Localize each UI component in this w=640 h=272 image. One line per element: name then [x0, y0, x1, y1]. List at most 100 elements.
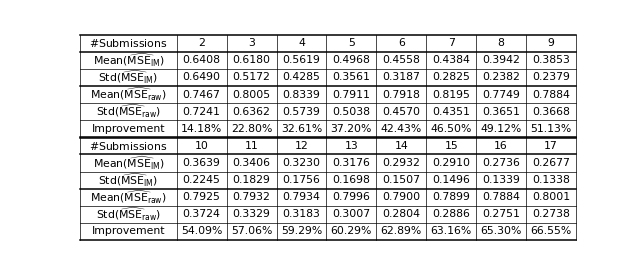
Text: 0.7911: 0.7911 — [332, 89, 371, 100]
Text: 0.1507: 0.1507 — [382, 175, 420, 185]
Text: 0.3651: 0.3651 — [482, 107, 520, 117]
Text: 0.4570: 0.4570 — [382, 107, 420, 117]
Text: 7: 7 — [448, 38, 454, 48]
Text: 0.4285: 0.4285 — [282, 73, 321, 82]
Text: 0.2382: 0.2382 — [482, 73, 520, 82]
Text: 0.3183: 0.3183 — [282, 209, 321, 219]
Text: 14: 14 — [394, 141, 408, 151]
Text: 0.3724: 0.3724 — [183, 209, 221, 219]
Text: 6: 6 — [398, 38, 404, 48]
Text: 0.3230: 0.3230 — [282, 158, 321, 168]
Text: 0.7467: 0.7467 — [183, 89, 221, 100]
Text: 0.3187: 0.3187 — [382, 73, 420, 82]
Text: 22.80%: 22.80% — [231, 124, 272, 134]
Text: 13: 13 — [344, 141, 358, 151]
Text: 54.09%: 54.09% — [181, 226, 222, 236]
Text: 0.3561: 0.3561 — [332, 73, 371, 82]
Text: $\#$Submissions: $\#$Submissions — [89, 140, 168, 152]
Text: 0.7241: 0.7241 — [183, 107, 221, 117]
Text: 0.7884: 0.7884 — [532, 89, 570, 100]
Text: 0.3942: 0.3942 — [482, 55, 520, 65]
Text: 0.3853: 0.3853 — [532, 55, 570, 65]
Text: 0.7996: 0.7996 — [332, 192, 371, 202]
Text: Std($\widehat{\mathrm{MSE}}_{\mathrm{IM}}$): Std($\widehat{\mathrm{MSE}}_{\mathrm{IM}… — [99, 69, 158, 86]
Text: 0.2738: 0.2738 — [532, 209, 570, 219]
Text: 0.2677: 0.2677 — [532, 158, 570, 168]
Text: 0.1756: 0.1756 — [282, 175, 321, 185]
Text: 0.1829: 0.1829 — [232, 175, 271, 185]
Text: Improvement: Improvement — [92, 124, 165, 134]
Text: 0.3007: 0.3007 — [332, 209, 371, 219]
Text: 0.2932: 0.2932 — [382, 158, 420, 168]
Text: 0.3406: 0.3406 — [232, 158, 271, 168]
Text: 0.1698: 0.1698 — [332, 175, 371, 185]
Text: 63.16%: 63.16% — [431, 226, 472, 236]
Text: 0.7918: 0.7918 — [382, 89, 420, 100]
Text: Std($\widehat{\mathrm{MSE}}_{\mathrm{raw}}$): Std($\widehat{\mathrm{MSE}}_{\mathrm{raw… — [96, 103, 161, 120]
Text: 4: 4 — [298, 38, 305, 48]
Text: 0.5619: 0.5619 — [282, 55, 321, 65]
Text: 11: 11 — [244, 141, 259, 151]
Text: 0.7749: 0.7749 — [482, 89, 520, 100]
Text: 0.7900: 0.7900 — [382, 192, 420, 202]
Text: 0.5739: 0.5739 — [282, 107, 321, 117]
Text: 0.6408: 0.6408 — [182, 55, 221, 65]
Text: 0.4351: 0.4351 — [432, 107, 470, 117]
Text: 0.1338: 0.1338 — [532, 175, 570, 185]
Text: 49.12%: 49.12% — [481, 124, 522, 134]
Text: Mean($\widehat{\mathrm{MSE}}_{\mathrm{IM}}$): Mean($\widehat{\mathrm{MSE}}_{\mathrm{IM… — [93, 154, 164, 172]
Text: 0.2886: 0.2886 — [432, 209, 470, 219]
Text: 8: 8 — [498, 38, 504, 48]
Text: 0.3668: 0.3668 — [532, 107, 570, 117]
Text: 0.1339: 0.1339 — [482, 175, 520, 185]
Text: 66.55%: 66.55% — [531, 226, 572, 236]
Text: 16: 16 — [494, 141, 508, 151]
Text: 9: 9 — [547, 38, 554, 48]
Text: 42.43%: 42.43% — [381, 124, 422, 134]
Text: 2: 2 — [198, 38, 205, 48]
Text: 0.4384: 0.4384 — [432, 55, 470, 65]
Text: 0.7925: 0.7925 — [183, 192, 221, 202]
Text: 0.7884: 0.7884 — [482, 192, 520, 202]
Text: 17: 17 — [544, 141, 558, 151]
Text: 0.8001: 0.8001 — [532, 192, 570, 202]
Text: 0.4968: 0.4968 — [332, 55, 371, 65]
Text: 0.2825: 0.2825 — [432, 73, 470, 82]
Text: 0.8339: 0.8339 — [282, 89, 321, 100]
Text: 0.3176: 0.3176 — [332, 158, 371, 168]
Text: 0.8195: 0.8195 — [432, 89, 470, 100]
Text: 0.2736: 0.2736 — [482, 158, 520, 168]
Text: 62.89%: 62.89% — [381, 226, 422, 236]
Text: 57.06%: 57.06% — [231, 226, 272, 236]
Text: 60.29%: 60.29% — [331, 226, 372, 236]
Text: 0.6362: 0.6362 — [232, 107, 271, 117]
Text: 0.6490: 0.6490 — [182, 73, 221, 82]
Text: $\#$Submissions: $\#$Submissions — [89, 37, 168, 49]
Text: 12: 12 — [294, 141, 308, 151]
Text: 32.61%: 32.61% — [281, 124, 322, 134]
Text: 59.29%: 59.29% — [281, 226, 322, 236]
Text: 51.13%: 51.13% — [531, 124, 572, 134]
Text: 37.20%: 37.20% — [331, 124, 372, 134]
Text: 0.7899: 0.7899 — [432, 192, 470, 202]
Text: 0.2379: 0.2379 — [532, 73, 570, 82]
Text: Mean($\widehat{\mathrm{MSE}}_{\mathrm{raw}}$): Mean($\widehat{\mathrm{MSE}}_{\mathrm{ra… — [90, 188, 167, 206]
Text: 0.5038: 0.5038 — [332, 107, 371, 117]
Text: Improvement: Improvement — [92, 226, 165, 236]
Text: 46.50%: 46.50% — [431, 124, 472, 134]
Text: 0.2751: 0.2751 — [482, 209, 520, 219]
Text: 0.4558: 0.4558 — [382, 55, 420, 65]
Text: 15: 15 — [444, 141, 458, 151]
Text: 0.2910: 0.2910 — [432, 158, 470, 168]
Text: Std($\widehat{\mathrm{MSE}}_{\mathrm{raw}}$): Std($\widehat{\mathrm{MSE}}_{\mathrm{raw… — [96, 206, 161, 223]
Text: 0.1496: 0.1496 — [432, 175, 470, 185]
Text: 5: 5 — [348, 38, 355, 48]
Text: 0.7934: 0.7934 — [282, 192, 321, 202]
Text: Std($\widehat{\mathrm{MSE}}_{\mathrm{IM}}$): Std($\widehat{\mathrm{MSE}}_{\mathrm{IM}… — [99, 171, 158, 189]
Text: 0.5172: 0.5172 — [232, 73, 271, 82]
Text: 0.3639: 0.3639 — [183, 158, 221, 168]
Text: 3: 3 — [248, 38, 255, 48]
Text: Mean($\widehat{\mathrm{MSE}}_{\mathrm{IM}}$): Mean($\widehat{\mathrm{MSE}}_{\mathrm{IM… — [93, 52, 164, 69]
Text: 65.30%: 65.30% — [481, 226, 522, 236]
Text: 0.8005: 0.8005 — [232, 89, 271, 100]
